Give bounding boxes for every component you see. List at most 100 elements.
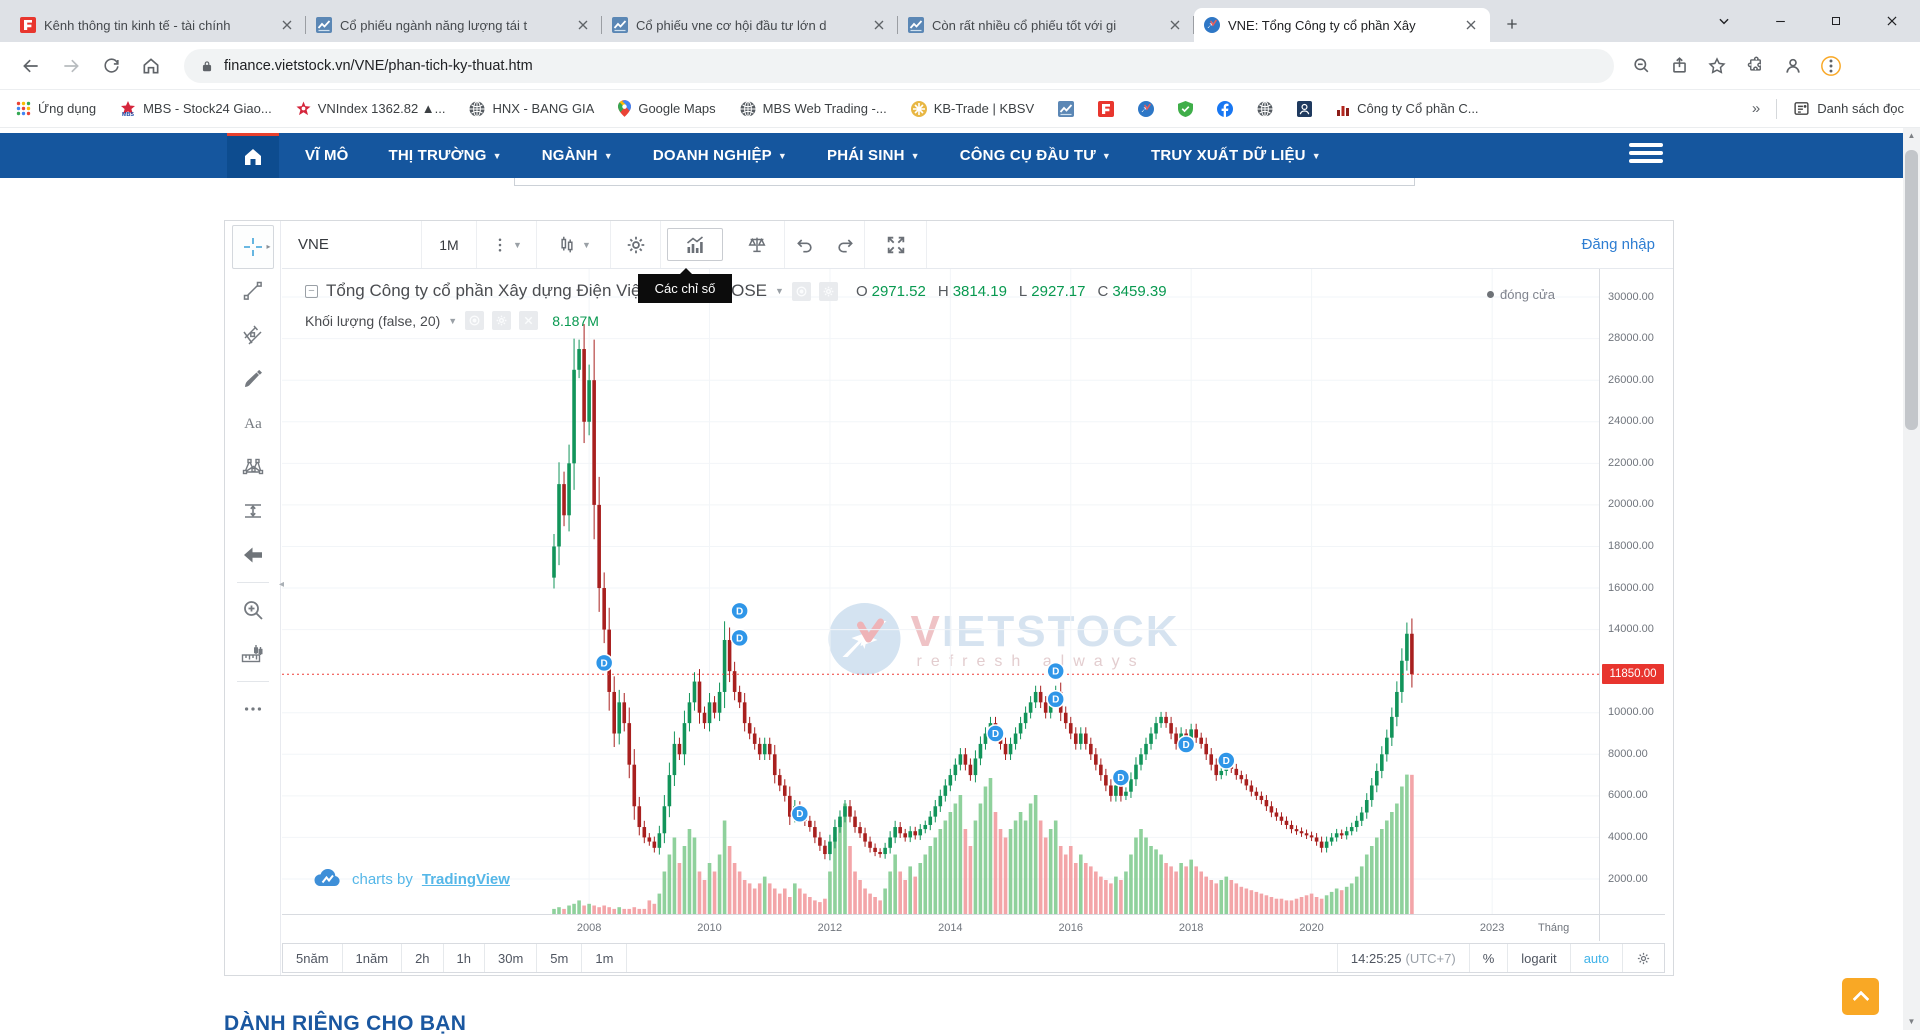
menu-hamburger-icon[interactable] <box>1629 143 1663 163</box>
style-menu-button[interactable]: ▼ <box>477 221 537 268</box>
minimize-icon[interactable] <box>1752 0 1808 42</box>
zoom-in-tool-button[interactable] <box>232 588 274 632</box>
scrollbar-thumb[interactable] <box>1905 150 1918 430</box>
bookmark-item[interactable] <box>1217 100 1234 117</box>
chevron-down-icon[interactable]: ▼ <box>448 315 458 326</box>
clock[interactable]: 14:25:25 (UTC+7) <box>1336 944 1469 972</box>
chevron-down-icon[interactable]: ▼ <box>775 286 784 296</box>
bookmark-item[interactable]: VNIndex 1362.82 ▲... <box>296 101 445 116</box>
candlestick-chart[interactable]: D D D D D D D D D D <box>282 269 1599 914</box>
bookmark-item[interactable] <box>1257 100 1273 117</box>
settings-icon[interactable] <box>818 281 838 301</box>
nav-home-button[interactable] <box>227 133 279 178</box>
dividend-marker[interactable]: D <box>1217 751 1236 770</box>
home-icon[interactable] <box>134 49 168 83</box>
tab-close-icon[interactable] <box>870 16 888 34</box>
bookmark-item[interactable]: MBS Web Trading -... <box>740 100 887 117</box>
arrow-marker-tool-button[interactable] <box>232 533 274 577</box>
dividend-marker[interactable]: D <box>790 804 810 823</box>
eye-icon[interactable] <box>791 281 811 301</box>
nav-item-thị-trường[interactable]: THỊ TRƯỜNG ▼ <box>389 147 502 164</box>
percent-scale-button[interactable]: % <box>1468 944 1508 972</box>
fullscreen-button[interactable] <box>865 221 927 268</box>
tab-close-icon[interactable] <box>574 16 592 34</box>
back-icon[interactable] <box>14 49 48 83</box>
range-button-1năm[interactable]: 1năm <box>343 944 403 972</box>
dividend-marker[interactable]: D <box>1176 735 1196 754</box>
new-tab-button[interactable] <box>1498 10 1526 38</box>
range-button-5m[interactable]: 5m <box>537 944 583 972</box>
reading-list-button[interactable]: Danh sách đọc <box>1793 100 1904 117</box>
address-bar[interactable]: finance.vietstock.vn/VNE/phan-tich-ky-th… <box>184 48 1614 83</box>
range-button-1m[interactable]: 1m <box>582 944 628 972</box>
scroll-to-top-button[interactable] <box>1842 978 1879 1015</box>
bookmark-item[interactable]: MBS MBS - Stock24 Giao... <box>120 100 272 117</box>
bookmark-item[interactable]: KB-Trade | KBSV <box>910 100 1034 117</box>
settings-icon[interactable] <box>492 311 512 330</box>
zoom-indicator-icon[interactable] <box>1624 49 1658 83</box>
trend-line-tool-button[interactable] <box>232 269 274 313</box>
tab-search-icon[interactable] <box>1696 0 1752 42</box>
chrome-menu-icon[interactable] <box>1814 49 1848 83</box>
bookmark-item[interactable]: Ứng dụng <box>16 101 96 116</box>
browser-tab[interactable]: Cổ phiếu vne cơ hội đầu tư lớn d <box>602 8 898 42</box>
range-button-30m[interactable]: 30m <box>485 944 538 972</box>
browser-tab[interactable]: Kênh thông tin kinh tế - tài chính <box>10 8 306 42</box>
browser-tab[interactable]: Cổ phiếu ngành năng lượng tái t <box>306 8 602 42</box>
close-icon[interactable] <box>519 311 539 330</box>
profile-icon[interactable] <box>1776 49 1810 83</box>
page-scrollbar[interactable]: ▲ ▼ <box>1903 128 1920 1030</box>
scroll-down-icon[interactable]: ▼ <box>1907 1017 1916 1026</box>
dividend-marker[interactable]: D <box>730 628 749 648</box>
dividend-marker[interactable]: D <box>1046 661 1065 681</box>
bookmark-item[interactable]: HNX - BANG GIA <box>469 100 594 117</box>
login-link[interactable]: Đăng nhập <box>1581 236 1655 253</box>
tab-close-icon[interactable] <box>1166 16 1184 34</box>
forward-icon[interactable] <box>54 49 88 83</box>
nav-item-doanh-nghiệp[interactable]: DOANH NGHIỆP ▼ <box>653 147 787 164</box>
footer-settings-button[interactable] <box>1622 944 1664 972</box>
nav-item-phái-sinh[interactable]: PHÁI SINH ▼ <box>827 147 920 164</box>
chart-settings-button[interactable] <box>611 221 661 268</box>
range-button-5năm[interactable]: 5năm <box>283 944 343 972</box>
dividend-marker[interactable]: D <box>730 601 749 621</box>
nav-item-vĩ-mô[interactable]: VĨ MÔ <box>305 147 349 164</box>
dividend-marker[interactable]: D <box>1046 689 1065 709</box>
redo-button[interactable] <box>825 221 865 268</box>
tradingview-link[interactable]: TradingView <box>421 870 510 888</box>
nav-item-truy-xuất-dữ-liệu[interactable]: TRUY XUẤT DỮ LIỆU ▼ <box>1151 147 1321 164</box>
bookmark-item[interactable] <box>1098 100 1115 117</box>
share-icon[interactable] <box>1662 49 1696 83</box>
bookmark-item[interactable]: Công ty Cổ phần C... <box>1336 101 1479 116</box>
undo-button[interactable] <box>785 221 825 268</box>
price-axis[interactable]: 2000.00 4000.00 6000.00 8000.00 10000.00 1400… <box>1599 269 1665 914</box>
browser-tab[interactable]: VNE: Tổng Công ty cổ phần Xây <box>1194 8 1490 42</box>
pitchfork-tool-button[interactable] <box>232 313 274 357</box>
tab-close-icon[interactable] <box>278 16 296 34</box>
range-button-1h[interactable]: 1h <box>444 944 485 972</box>
close-icon[interactable] <box>1864 0 1920 42</box>
log-scale-button[interactable]: logarit <box>1507 944 1569 972</box>
dividend-marker[interactable]: D <box>986 724 1005 743</box>
bookmark-item[interactable]: Google Maps <box>618 100 716 117</box>
bookmarks-overflow-icon[interactable]: » <box>1751 100 1761 117</box>
dividend-marker[interactable]: D <box>1111 768 1131 787</box>
bookmark-item[interactable] <box>1138 100 1155 117</box>
auto-scale-button[interactable]: auto <box>1569 944 1622 972</box>
bookmark-item[interactable] <box>1178 100 1194 117</box>
long-short-position-tool-button[interactable] <box>232 489 274 533</box>
measure-tool-button[interactable] <box>232 632 274 676</box>
xabcd-pattern-tool-button[interactable] <box>232 445 274 489</box>
maximize-icon[interactable] <box>1808 0 1864 42</box>
interval-button[interactable]: 1M <box>422 221 477 268</box>
browser-tab[interactable]: Còn rất nhiều cổ phiếu tốt với gi <box>898 8 1194 42</box>
dividend-marker[interactable]: D <box>594 653 614 673</box>
time-axis[interactable]: 2008 2010 2012 2014 2016 2018 2020 2023 Tháng <box>282 914 1599 941</box>
collapse-legend-icon[interactable]: − <box>305 284 318 298</box>
crosshair-tool-button[interactable]: ▸ <box>231 225 274 269</box>
nav-item-công-cụ-đầu-tư[interactable]: CÔNG CỤ ĐẦU TƯ ▼ <box>960 147 1111 164</box>
reload-icon[interactable] <box>94 49 128 83</box>
scroll-up-icon[interactable]: ▲ <box>1907 131 1916 140</box>
range-button-2h[interactable]: 2h <box>402 944 444 972</box>
brush-tool-button[interactable] <box>232 357 274 401</box>
